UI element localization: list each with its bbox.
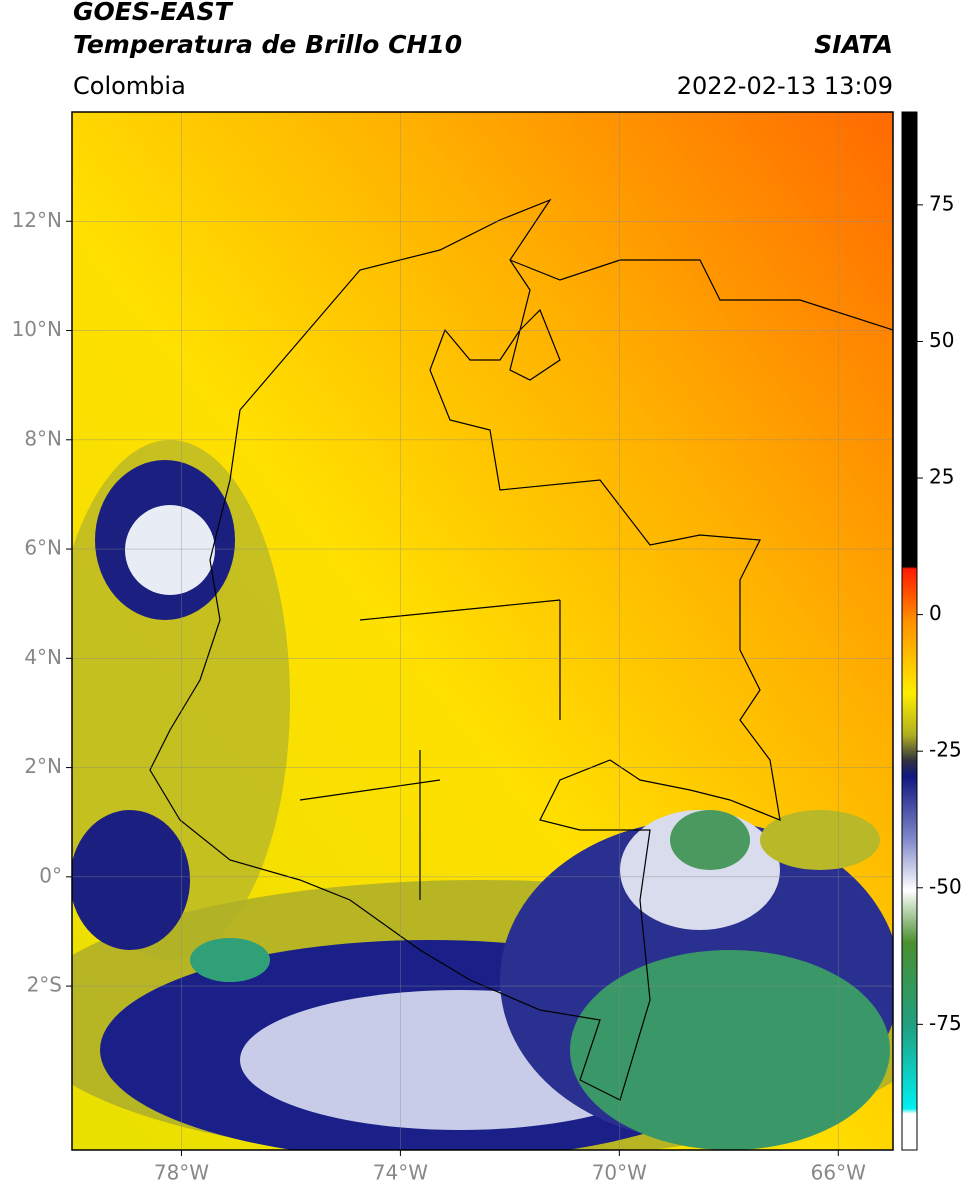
- x-tick-label: 78°W: [154, 1161, 209, 1185]
- source: SIATA: [814, 30, 893, 59]
- y-tick-label: 2°S: [27, 973, 62, 997]
- y-tick-label: 2°N: [24, 754, 62, 778]
- colorbar-tick-label: 75: [929, 191, 954, 215]
- colorbar-tick-label: 50: [929, 328, 954, 352]
- colorbar-tick-label: -50: [929, 874, 962, 898]
- colorbar-tick-label: 25: [929, 465, 954, 489]
- region: Colombia: [73, 72, 186, 100]
- y-tick-label: 10°N: [12, 317, 62, 341]
- x-tick-label: 74°W: [373, 1161, 428, 1185]
- y-tick-label: 12°N: [12, 208, 62, 232]
- y-tick-label: 6°N: [24, 536, 62, 560]
- map-frame: [71, 111, 894, 1151]
- colorbar-tick-label: -75: [929, 1011, 962, 1035]
- colorbar-tick-label: -25: [929, 738, 962, 762]
- y-tick-label: 0°: [39, 863, 62, 887]
- y-tick-label: 8°N: [24, 426, 62, 450]
- title: GOES-EAST: [73, 0, 234, 26]
- grid: [72, 112, 893, 1150]
- satellite-image: [72, 112, 893, 1150]
- subtitle: Temperatura de Brillo CH10: [73, 30, 462, 59]
- x-tick-label: 70°W: [592, 1161, 647, 1185]
- colorbar: [901, 111, 918, 1151]
- borders: [149, 198, 894, 1101]
- x-tick-label: 66°W: [811, 1161, 866, 1185]
- timestamp: 2022-02-13 13:09: [677, 72, 893, 100]
- y-tick-label: 4°N: [24, 645, 62, 669]
- colorbar-tick-label: 0: [929, 601, 942, 625]
